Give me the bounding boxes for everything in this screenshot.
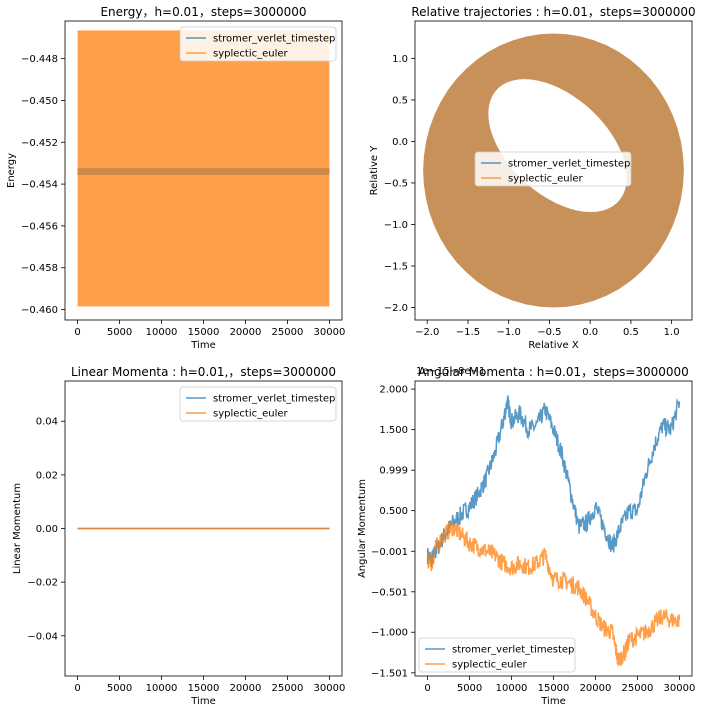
legend-box	[179, 26, 337, 62]
x-tick-label: 25000	[622, 683, 654, 694]
x-axis-label: Time	[190, 340, 215, 351]
x-tick-label: 10000	[146, 327, 178, 338]
legend: stromer_verlet_timestep syplectic_euler	[179, 386, 337, 422]
y-tick-label: 0.500	[379, 506, 408, 517]
x-tick-label: 5000	[107, 683, 132, 694]
y-tick-label: −1.000	[371, 628, 408, 639]
x-tick-label: 5000	[107, 327, 132, 338]
chart-3: 0 5000 10000 15000 20000 25000 30000 0.04 0.02 0.…	[12, 365, 345, 707]
y-tick-label: −0.450	[21, 96, 58, 107]
y-tick-label: 0.0	[392, 137, 408, 148]
y-axis-label: Energy	[6, 153, 17, 188]
chart-title: Relative trajectories : h=0.01，steps=300…	[411, 5, 695, 19]
x-tick-label: 30000	[314, 327, 346, 338]
x-tick-label: −1.0	[497, 327, 521, 338]
legend-label: stromer_verlet_timestep	[213, 394, 335, 405]
y-tick-label: 2.000	[379, 385, 408, 396]
y-tick-label: 0.00	[36, 524, 58, 535]
x-tick-label: −1.5	[456, 327, 480, 338]
x-tick-label: 0	[424, 683, 430, 694]
x-tick-label: 5000	[457, 683, 482, 694]
plot-area	[77, 30, 330, 307]
x-tick-label: 20000	[230, 683, 262, 694]
x-tick-label: 15000	[538, 683, 570, 694]
axis-offset-text: 1e−15−8e−1	[416, 366, 485, 377]
chart-1: 0 5000 10000 15000 20000 25000 30000 −0.448 −0.4…	[6, 5, 345, 351]
y-tick-label: −0.001	[371, 547, 408, 558]
x-tick-label: 1.0	[664, 327, 680, 338]
chart-title: Angular Momenta : h=0.01，steps=3000000	[418, 365, 689, 379]
y-axis-label: Relative Y	[369, 145, 380, 196]
y-tick-label: 0.999	[379, 466, 408, 477]
series-line-stromer_verlet_timestep	[426, 394, 681, 568]
x-axis-label: Time	[540, 696, 565, 707]
y-tick-label: −0.02	[27, 578, 58, 589]
x-tick-label: 10000	[496, 683, 528, 694]
y-tick-label: 1.0	[392, 54, 408, 65]
legend-label: stromer_verlet_timestep	[213, 34, 335, 45]
legend-box	[179, 386, 337, 422]
y-tick-label: 0.04	[36, 417, 58, 428]
x-tick-label: −2.0	[415, 327, 439, 338]
y-tick-label: −1.5	[384, 262, 408, 273]
chart-title: Energy，h=0.01，steps=3000000	[100, 5, 306, 19]
y-tick-label: −0.448	[21, 54, 58, 65]
x-axis-label: Time	[190, 696, 215, 707]
chart-4: 0 5000 10000 15000 20000 25000 30000 2.000 1.500…	[357, 365, 695, 707]
x-tick-label: −0.5	[537, 327, 561, 338]
legend-label: stromer_verlet_timestep	[508, 159, 630, 170]
legend-label: stromer_verlet_timestep	[452, 645, 574, 656]
x-tick-label: 30000	[314, 683, 346, 694]
y-tick-label: −0.452	[21, 138, 58, 149]
y-tick-label: 0.02	[36, 470, 58, 481]
y-tick-label: −0.460	[21, 305, 58, 316]
y-tick-label: −1.0	[384, 220, 408, 231]
y-axis-label: Angular Momentum	[357, 479, 368, 578]
x-tick-label: 20000	[580, 683, 612, 694]
x-tick-label: 0	[74, 327, 80, 338]
x-tick-label: 0.5	[623, 327, 639, 338]
legend-label: syplectic_euler	[508, 174, 584, 185]
x-tick-label: 30000	[664, 683, 696, 694]
y-tick-label: −1.501	[371, 668, 408, 679]
x-tick-label: 0.0	[582, 327, 598, 338]
legend-label: syplectic_euler	[452, 660, 528, 671]
plot-area	[426, 394, 681, 666]
trajectory-region	[423, 33, 684, 308]
legend-box	[474, 151, 632, 187]
y-tick-label: −0.454	[21, 180, 58, 191]
y-tick-label: 0.5	[392, 95, 408, 106]
legend: stromer_verlet_timestep syplectic_euler	[179, 26, 337, 62]
chart-title: Linear Momenta : h=0.01,，steps=3000000	[71, 365, 336, 379]
legend-label: syplectic_euler	[213, 49, 289, 60]
plot-area	[423, 33, 684, 308]
y-tick-label: 1.500	[379, 425, 408, 436]
legend: stromer_verlet_timestep syplectic_euler	[418, 637, 576, 673]
y-axis-label: Linear Momentum	[12, 483, 23, 574]
y-tick-label: −0.04	[27, 631, 58, 642]
x-tick-label: 15000	[188, 327, 220, 338]
series-line-syplectic_euler	[426, 520, 681, 666]
x-tick-label: 10000	[146, 683, 178, 694]
series-overlap-band	[77, 168, 330, 175]
legend: stromer_verlet_timestep syplectic_euler	[474, 151, 632, 187]
y-tick-label: −0.501	[371, 587, 408, 598]
x-tick-label: 0	[74, 683, 80, 694]
axes-frame	[414, 20, 693, 321]
y-tick-label: −2.0	[384, 303, 408, 314]
x-tick-label: 25000	[272, 683, 304, 694]
x-tick-label: 25000	[272, 327, 304, 338]
x-tick-label: 20000	[230, 327, 262, 338]
x-tick-label: 15000	[188, 683, 220, 694]
y-tick-label: −0.456	[21, 221, 58, 232]
chart-2: −2.0 −1.5 −1.0 −0.5 0.0 0.5 1.0 1.0 0.5 0.0 −0.5 −1…	[369, 5, 696, 351]
legend-box	[418, 637, 576, 673]
legend-label: syplectic_euler	[213, 409, 289, 420]
x-axis-label: Relative X	[528, 340, 579, 351]
y-tick-label: −0.5	[384, 178, 408, 189]
y-tick-label: −0.458	[21, 263, 58, 274]
